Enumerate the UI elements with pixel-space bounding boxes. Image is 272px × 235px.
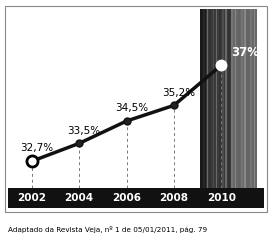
Bar bbox=[235, 0, 236, 188]
Bar bbox=[216, 0, 217, 188]
Bar bbox=[212, 0, 214, 188]
Bar bbox=[228, 0, 230, 188]
Bar bbox=[254, 0, 255, 188]
Text: 35,2%: 35,2% bbox=[162, 88, 195, 98]
Bar bbox=[251, 0, 252, 188]
Bar bbox=[244, 0, 246, 188]
Bar bbox=[200, 0, 202, 188]
Bar bbox=[200, 0, 257, 188]
Text: 34,5%: 34,5% bbox=[115, 103, 148, 113]
Bar bbox=[231, 0, 257, 188]
Text: Adaptado da Revista Veja, nº 1 de 05/01/2011, pág. 79: Adaptado da Revista Veja, nº 1 de 05/01/… bbox=[8, 226, 207, 233]
Bar bbox=[225, 0, 227, 188]
Bar bbox=[203, 0, 205, 188]
Text: 2002: 2002 bbox=[17, 193, 46, 203]
Bar bbox=[209, 0, 211, 188]
Bar bbox=[200, 0, 207, 188]
Text: 37%: 37% bbox=[231, 46, 259, 59]
Bar bbox=[222, 0, 224, 188]
Text: 2010: 2010 bbox=[207, 193, 236, 203]
Text: 2004: 2004 bbox=[65, 193, 94, 203]
Bar bbox=[238, 0, 240, 188]
Bar bbox=[219, 0, 221, 188]
Bar bbox=[231, 0, 233, 188]
Text: 33,5%: 33,5% bbox=[67, 125, 100, 136]
Text: 32,7%: 32,7% bbox=[20, 143, 53, 153]
Text: 2006: 2006 bbox=[112, 193, 141, 203]
Bar bbox=[247, 0, 249, 188]
Bar bbox=[206, 0, 208, 188]
Text: 2008: 2008 bbox=[159, 193, 188, 203]
Bar bbox=[241, 0, 243, 188]
